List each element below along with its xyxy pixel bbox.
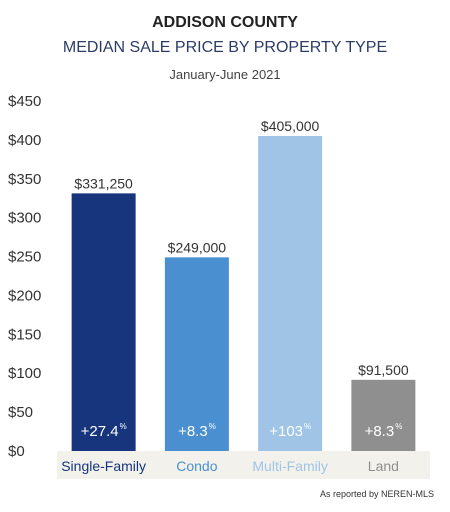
bar xyxy=(258,136,323,451)
y-tick-label: $300 xyxy=(8,210,41,227)
percent-change-label: +103 xyxy=(269,423,303,440)
percent-change-label: +27.4 xyxy=(81,423,119,440)
percent-sign: % xyxy=(395,422,402,431)
category-label: Single-Family xyxy=(61,458,146,474)
bar xyxy=(71,193,136,451)
y-tick-label: $250 xyxy=(8,249,41,266)
percent-sign: % xyxy=(304,422,311,431)
percent-sign: % xyxy=(209,422,216,431)
percent-change-label: +8.3 xyxy=(365,423,395,440)
bar-value-label: $91,500 xyxy=(358,362,409,378)
category-band xyxy=(57,451,430,479)
bar xyxy=(164,257,229,451)
y-tick-label: $400 xyxy=(8,132,41,149)
y-tick-label: $150 xyxy=(8,326,41,343)
category-label: Land xyxy=(368,458,399,474)
percent-change-label: +8.3 xyxy=(178,423,208,440)
percent-sign: % xyxy=(120,422,127,431)
bar-value-label: $405,000 xyxy=(261,118,320,134)
bar xyxy=(351,379,416,451)
y-tick-label: $350 xyxy=(8,171,41,188)
bar-value-label: $249,000 xyxy=(168,239,227,255)
chart-period: January-June 2021 xyxy=(169,67,281,82)
y-tick-label: $200 xyxy=(8,287,41,304)
chart-title: ADDISON COUNTY xyxy=(152,14,298,31)
source-note: As reported by NEREN-MLS xyxy=(319,489,434,499)
category-label: Multi-Family xyxy=(252,458,327,474)
y-tick-label: $450 xyxy=(8,93,41,110)
y-tick-label: $100 xyxy=(8,365,41,382)
y-tick-label: $50 xyxy=(8,404,33,421)
chart-title-block: ADDISON COUNTY MEDIAN SALE PRICE BY PROP… xyxy=(0,12,450,84)
y-tick-label: $0 xyxy=(8,443,25,460)
category-label: Condo xyxy=(176,458,217,474)
bar-value-label: $331,250 xyxy=(74,175,133,191)
chart-subtitle: MEDIAN SALE PRICE BY PROPERTY TYPE xyxy=(62,39,388,56)
